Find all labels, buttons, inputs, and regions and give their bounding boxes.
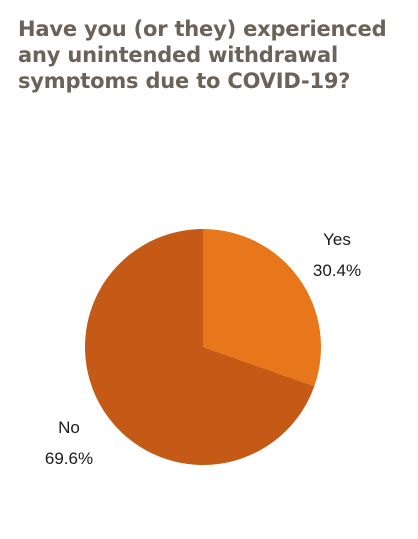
pie-slices [84, 229, 321, 465]
pie-slice-no [84, 229, 315, 465]
slice-value-no: 69.6% [45, 449, 93, 468]
slice-value-yes: 30.4% [313, 261, 361, 280]
chart-title: Have you (or they) experienced any unint… [18, 17, 387, 93]
slice-label-no: No [58, 418, 80, 437]
pie-slice-yes [203, 229, 321, 387]
slice-label-yes: Yes [323, 230, 351, 249]
pie-labels: Yes 30.4% No 69.6% [45, 230, 361, 468]
